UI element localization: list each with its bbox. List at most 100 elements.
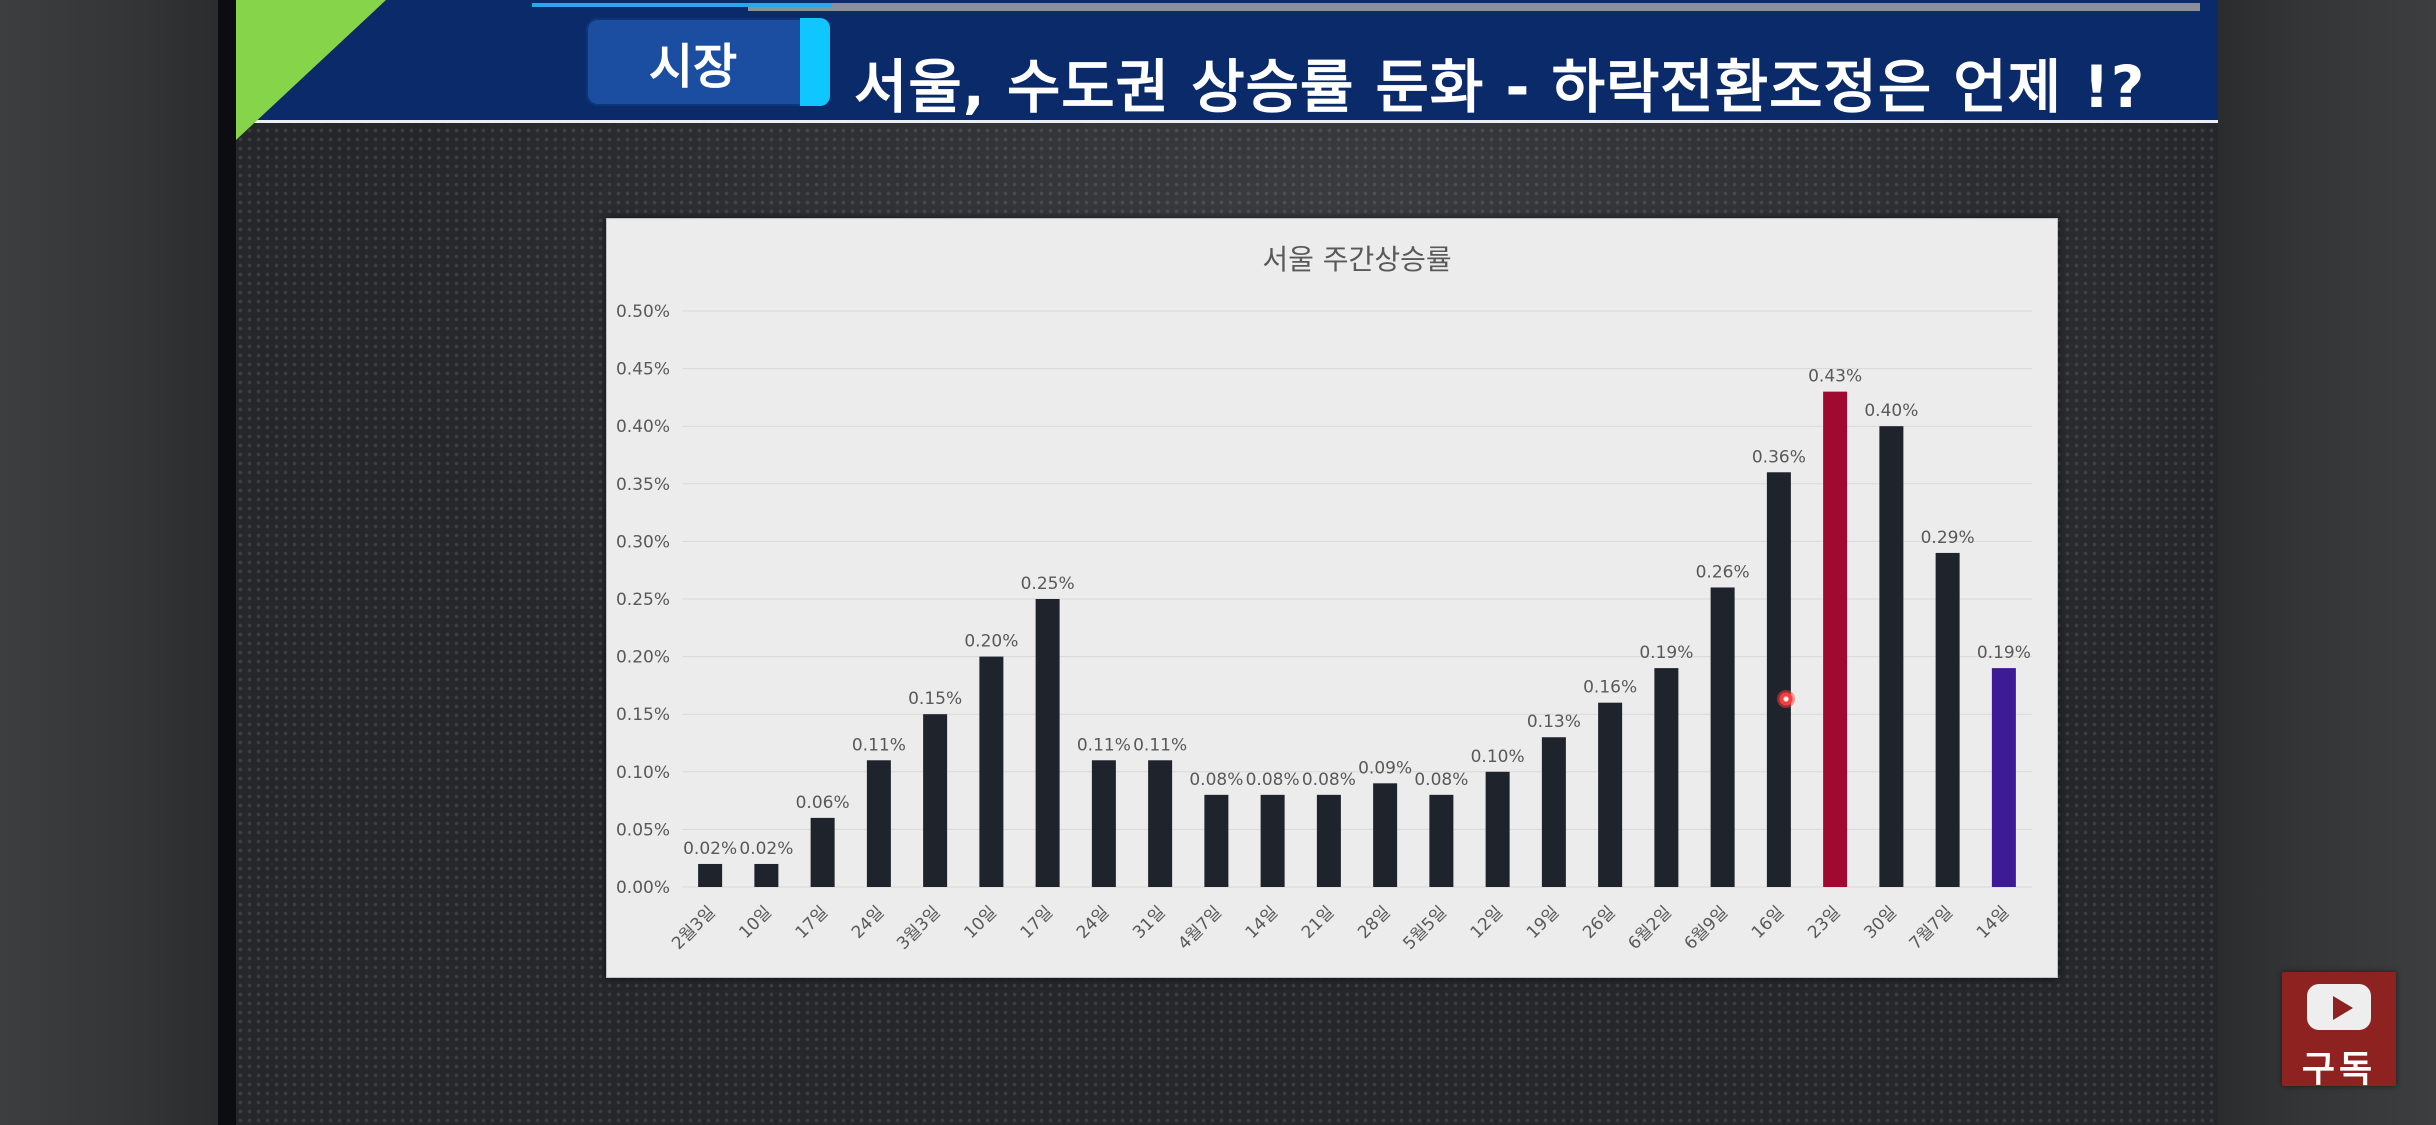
x-tick-label: 23일: [1804, 902, 1845, 943]
x-tick-label: 12일: [1467, 902, 1508, 943]
bar: [1823, 391, 1848, 887]
title-top-line: [748, 3, 2200, 11]
bar: [1991, 668, 2016, 887]
title-top-accent: [532, 3, 832, 7]
x-tick-label: 10일: [960, 902, 1001, 943]
data-label: 0.02%: [739, 839, 793, 859]
chart-svg: 서울 주간상승률 0.00% 0.05% 0.10% 0.15% 0.20% 0.25% 0.…: [616, 243, 2032, 954]
data-label: 0.26%: [1696, 562, 1750, 582]
data-label: 0.08%: [1302, 770, 1356, 790]
data-label: 0.09%: [1358, 758, 1412, 778]
bar: [1485, 771, 1510, 887]
subscribe-button[interactable]: 구독: [2282, 972, 2396, 1090]
data-label: 0.11%: [1077, 735, 1131, 755]
data-label: 0.25%: [1021, 574, 1075, 594]
data-label: 0.43%: [1808, 367, 1862, 387]
bar: [754, 863, 779, 887]
y-tick-label: 0.50%: [616, 302, 670, 322]
y-tick-label: 0.15%: [616, 705, 670, 725]
data-label: 0.11%: [1133, 735, 1187, 755]
x-tick-label: 17일: [792, 902, 833, 943]
bar: [1429, 794, 1454, 887]
y-tick-label: 0.25%: [616, 590, 670, 610]
x-tick-label: 6월2일: [1624, 902, 1676, 954]
x-tick-label: 24일: [848, 902, 889, 943]
x-tick-label: 14일: [1973, 902, 2014, 943]
data-label: 0.19%: [1977, 643, 2031, 663]
x-tick-label: 31일: [1129, 902, 1170, 943]
x-tick-label: 7월7일: [1906, 902, 1958, 954]
category-tag-accent: [800, 18, 830, 106]
data-label: 0.02%: [683, 839, 737, 859]
x-tick-label: 4월7일: [1174, 902, 1226, 954]
green-corner-decoration: [236, 0, 386, 140]
data-label: 0.19%: [1639, 643, 1693, 663]
bar: [1091, 760, 1116, 887]
bar: [1766, 472, 1791, 887]
bar: [1935, 552, 1960, 887]
data-label: 0.16%: [1583, 678, 1637, 698]
data-label: 0.20%: [964, 632, 1018, 652]
y-tick-label: 0.30%: [616, 532, 670, 552]
subscribe-label: 구독: [2301, 1049, 2377, 1090]
y-tick-label: 0.00%: [616, 878, 670, 898]
bar: [1148, 760, 1173, 887]
y-tick-label: 0.10%: [616, 763, 670, 783]
x-tick-label: 17일: [1017, 902, 1058, 943]
bar: [1260, 794, 1285, 887]
x-tick-label: 6월9일: [1681, 902, 1733, 954]
data-label: 0.10%: [1471, 747, 1525, 767]
title-bar: [236, 0, 2218, 123]
x-tick-label: 21일: [1298, 902, 1339, 943]
data-label: 0.08%: [1246, 770, 1300, 790]
data-label: 0.11%: [852, 735, 906, 755]
bar: [1204, 794, 1229, 887]
y-tick-label: 0.05%: [616, 820, 670, 840]
x-tick-label: 16일: [1748, 902, 1789, 943]
bar: [1316, 794, 1341, 887]
x-tick-label: 5월5일: [1399, 902, 1451, 954]
data-label: 0.29%: [1921, 528, 1975, 548]
data-label: 0.15%: [908, 689, 962, 709]
bar: [923, 714, 948, 887]
bar: [1541, 737, 1566, 887]
x-tick-label: 3월3일: [893, 902, 945, 954]
slide-headline: 서울, 수도권 상승률 둔화 - 하락전환조정은 언제 !?: [854, 53, 2146, 121]
right-letterbox: [2218, 0, 2436, 1125]
bar: [1654, 668, 1679, 887]
x-tick-label: 10일: [735, 902, 776, 943]
data-label: 0.13%: [1527, 712, 1581, 732]
x-tick-label: 14일: [1242, 902, 1283, 943]
bar: [1710, 587, 1735, 887]
y-tick-label: 0.45%: [616, 360, 670, 380]
bar: [698, 863, 723, 887]
data-label: 0.36%: [1752, 447, 1806, 467]
bar: [1035, 599, 1060, 887]
play-icon: [2307, 984, 2371, 1030]
data-label: 0.08%: [1189, 770, 1243, 790]
x-tick-label: 26일: [1579, 902, 1620, 943]
pointer-dot: [1777, 690, 1795, 708]
bar: [1598, 702, 1623, 887]
y-tick-label: 0.20%: [616, 648, 670, 668]
bar: [810, 817, 835, 887]
data-label: 0.40%: [1864, 401, 1918, 421]
bar: [979, 656, 1004, 887]
x-tick-label: 30일: [1860, 902, 1901, 943]
left-letterbox: [0, 0, 218, 1125]
bar: [866, 760, 891, 887]
x-tick-label: 19일: [1523, 902, 1564, 943]
x-tick-label: 28일: [1354, 902, 1395, 943]
bar: [1373, 783, 1398, 887]
category-tag: [586, 18, 814, 106]
y-tick-label: 0.35%: [616, 475, 670, 495]
video-frame[interactable]: 시장 서울, 수도권 상승률 둔화 - 하락전환조정은 언제 !? 서울 주간상…: [218, 0, 2218, 1125]
x-tick-label: 2월3일: [668, 902, 720, 954]
data-label: 0.06%: [796, 793, 850, 813]
chart-title: 서울 주간상승률: [1262, 243, 1451, 276]
y-tick-label: 0.40%: [616, 417, 670, 437]
bar: [1879, 426, 1904, 887]
x-tick-label: 24일: [1073, 902, 1114, 943]
seoul-weekly-chart: 서울 주간상승률 0.00% 0.05% 0.10% 0.15% 0.20% 0.25% 0.…: [606, 218, 2058, 978]
data-label: 0.08%: [1414, 770, 1468, 790]
